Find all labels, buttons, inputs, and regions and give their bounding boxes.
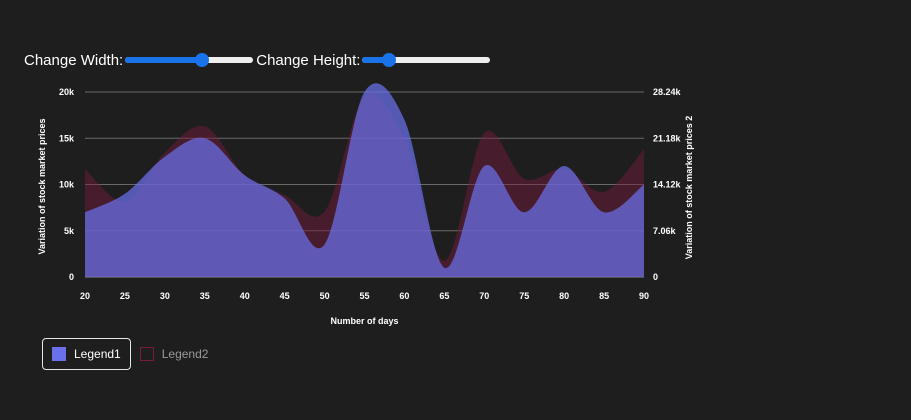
x-tick-label: 35 bbox=[200, 291, 210, 301]
chart-legend: Legend1 Legend2 bbox=[42, 338, 217, 370]
area-chart: 0 5k 10k 15k 20k 0 7.06k 14.12k 21.18k 28.24k 20 25… bbox=[37, 83, 694, 326]
y-tick-label: 20k bbox=[59, 87, 75, 97]
x-tick-label: 25 bbox=[120, 291, 130, 301]
x-tick-label: 90 bbox=[639, 291, 649, 301]
legend2-swatch-icon bbox=[139, 347, 154, 361]
change-height-label: Change Height: bbox=[256, 51, 361, 69]
series-legend1-area bbox=[85, 83, 644, 277]
x-tick-label: 65 bbox=[439, 291, 449, 301]
y2-tick-label: 7.06k bbox=[653, 226, 677, 236]
y2-tick-label: 21.18k bbox=[653, 133, 682, 143]
x-axis-title: Number of days bbox=[330, 316, 398, 326]
x-tick-label: 40 bbox=[240, 291, 250, 301]
x-tick-label: 60 bbox=[399, 291, 409, 301]
x-tick-label: 80 bbox=[559, 291, 569, 301]
legend-item-legend2[interactable]: Legend2 bbox=[131, 338, 218, 370]
y-tick-label: 10k bbox=[59, 180, 75, 190]
width-slider-thumb[interactable] bbox=[194, 53, 209, 67]
height-slider-fill bbox=[362, 57, 389, 63]
height-slider-thumb[interactable] bbox=[381, 53, 396, 67]
height-slider[interactable] bbox=[362, 53, 491, 67]
change-width-label: Change Width: bbox=[24, 51, 124, 69]
x-tick-label: 50 bbox=[320, 291, 330, 301]
height-slider-track[interactable] bbox=[362, 57, 491, 63]
x-tick-label: 20 bbox=[80, 291, 90, 301]
y-axis-title: Variation of stock market prices bbox=[37, 118, 47, 254]
legend1-label: Legend1 bbox=[74, 347, 121, 361]
width-slider-fill bbox=[125, 57, 202, 63]
chart-size-controls: Change Width: Change Height: bbox=[24, 50, 491, 70]
legend1-swatch-icon bbox=[52, 347, 66, 361]
y-tick-label: 15k bbox=[59, 133, 75, 143]
y-tick-label: 0 bbox=[69, 272, 74, 282]
x-tick-label: 75 bbox=[519, 291, 529, 301]
x-tick-label: 30 bbox=[160, 291, 170, 301]
y-tick-label: 5k bbox=[64, 226, 75, 236]
width-slider[interactable] bbox=[125, 53, 254, 67]
y2-tick-label: 0 bbox=[653, 272, 658, 282]
x-tick-label: 70 bbox=[479, 291, 489, 301]
y2-tick-label: 14.12k bbox=[653, 180, 682, 190]
y2-axis-title: Variation of stock market prices 2 bbox=[684, 116, 694, 260]
x-tick-label: 45 bbox=[280, 291, 290, 301]
legend-item-legend1[interactable]: Legend1 bbox=[42, 338, 131, 370]
legend2-label: Legend2 bbox=[161, 347, 209, 361]
y2-tick-label: 28.24k bbox=[653, 87, 682, 97]
x-tick-label: 55 bbox=[359, 291, 369, 301]
x-tick-label: 85 bbox=[599, 291, 609, 301]
